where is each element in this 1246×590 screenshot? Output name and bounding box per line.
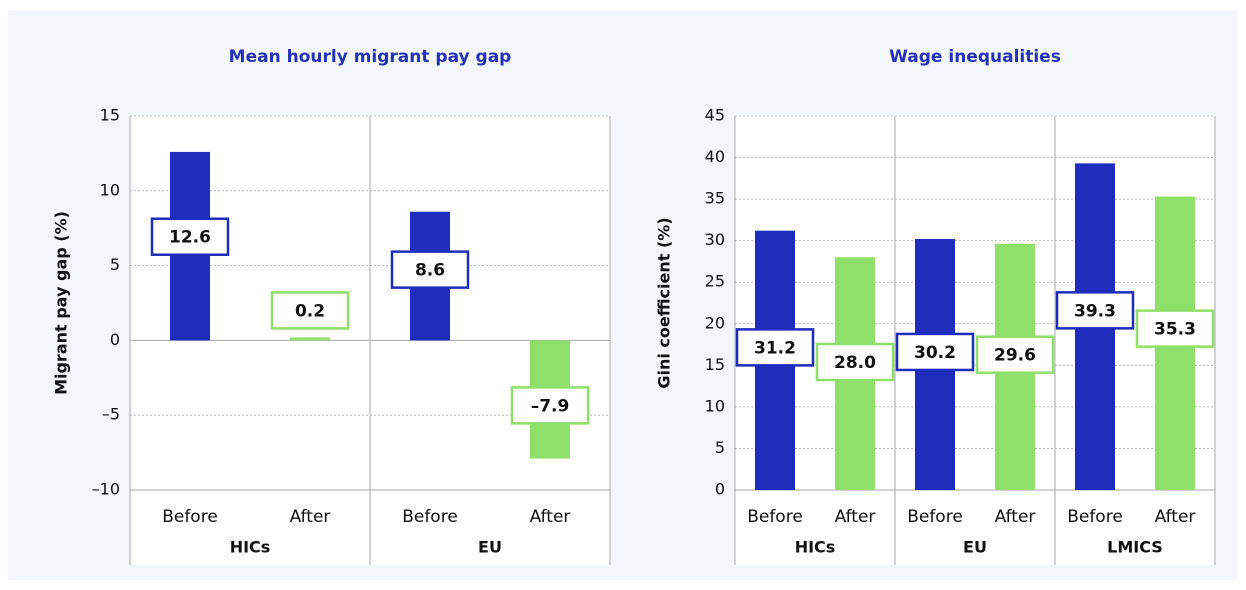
- x-tick-label: Before: [907, 507, 963, 527]
- value-label-box: [815, 342, 895, 382]
- value-label: 28.0: [834, 353, 876, 373]
- y-tick-label: 10: [705, 396, 725, 415]
- y-tick-label: 40: [705, 147, 725, 166]
- y-axis-label: Gini coefficient (%): [655, 217, 674, 388]
- y-tick-label: 30: [705, 230, 725, 249]
- value-label: 0.2: [295, 301, 325, 321]
- bar: [290, 337, 330, 341]
- x-tick-label: After: [995, 507, 1036, 527]
- y-tick-label: 10: [100, 180, 120, 199]
- x-tick-label: Before: [402, 507, 458, 527]
- y-tick-label: –10: [92, 480, 120, 499]
- value-label-box: [1055, 291, 1135, 330]
- group-label: HICs: [795, 538, 836, 557]
- y-axis-label: Migrant pay gap (%): [52, 211, 71, 395]
- x-tick-label: After: [290, 507, 331, 527]
- value-label-box: [510, 386, 590, 425]
- value-label: –7.9: [531, 396, 570, 416]
- y-tick-label: 15: [100, 106, 120, 125]
- y-tick-label: 45: [705, 106, 725, 125]
- value-label-box: [270, 291, 350, 330]
- y-tick-label: 0: [110, 330, 120, 349]
- value-label: 8.6: [415, 261, 445, 281]
- value-label: 35.3: [1154, 320, 1196, 340]
- y-tick-label: 0: [715, 480, 725, 499]
- chart-title: Mean hourly migrant pay gap: [229, 47, 512, 67]
- x-tick-label: After: [530, 507, 571, 527]
- x-tick-label: Before: [747, 507, 803, 527]
- y-tick-label: 5: [715, 438, 725, 457]
- group-label: LMICS: [1107, 538, 1163, 557]
- y-tick-label: 5: [110, 255, 120, 274]
- group-label: EU: [478, 538, 502, 557]
- value-label: 39.3: [1074, 301, 1116, 321]
- chart-title: Wage inequalities: [889, 47, 1061, 67]
- group-label: EU: [963, 538, 987, 557]
- y-tick-label: –5: [102, 405, 120, 424]
- y-tick-label: 25: [705, 272, 725, 291]
- x-tick-label: Before: [162, 507, 218, 527]
- value-label: 30.2: [914, 343, 956, 363]
- value-label-box: [390, 250, 470, 289]
- value-label-box: [150, 217, 230, 256]
- y-tick-label: 15: [705, 355, 725, 374]
- value-label-box: [895, 332, 975, 372]
- value-label-box: [975, 335, 1055, 374]
- x-tick-label: After: [1155, 507, 1196, 527]
- value-label: 12.6: [169, 228, 211, 248]
- y-tick-label: 20: [705, 313, 725, 332]
- value-label-box: [1135, 309, 1215, 348]
- value-label: 31.2: [754, 338, 796, 358]
- value-label: 29.6: [994, 346, 1036, 366]
- value-label-box: [735, 328, 815, 367]
- group-label: HICs: [230, 538, 271, 557]
- y-tick-label: 35: [705, 189, 725, 208]
- x-tick-label: Before: [1067, 507, 1123, 527]
- x-tick-label: After: [835, 507, 876, 527]
